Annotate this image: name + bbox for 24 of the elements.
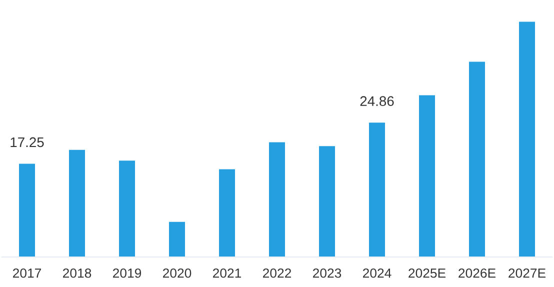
bar [469, 62, 485, 257]
x-tick-label: 2017 [12, 268, 42, 278]
bar [519, 22, 535, 257]
x-tick-label: 2024 [362, 268, 392, 278]
data-label: 17.25 [10, 137, 44, 148]
x-tick-label: 2027E [508, 268, 546, 278]
bar [219, 169, 235, 257]
bar [419, 95, 435, 257]
bar [169, 222, 185, 257]
x-tick-label: 2018 [62, 268, 92, 278]
bar [119, 160, 135, 257]
bar [269, 142, 285, 257]
x-tick-label: 2026E [458, 268, 496, 278]
x-tick-label: 2023 [312, 268, 342, 278]
x-tick-label: 2020 [162, 268, 192, 278]
x-tick-label: 2022 [262, 268, 292, 278]
bar [319, 146, 335, 257]
bar [369, 122, 385, 257]
bar [19, 164, 35, 257]
x-tick-label: 2019 [112, 268, 142, 278]
x-tick-label: 2025E [408, 268, 446, 278]
bar [69, 150, 85, 257]
x-tick-label: 2021 [212, 268, 242, 278]
data-label: 24.86 [360, 96, 394, 106]
